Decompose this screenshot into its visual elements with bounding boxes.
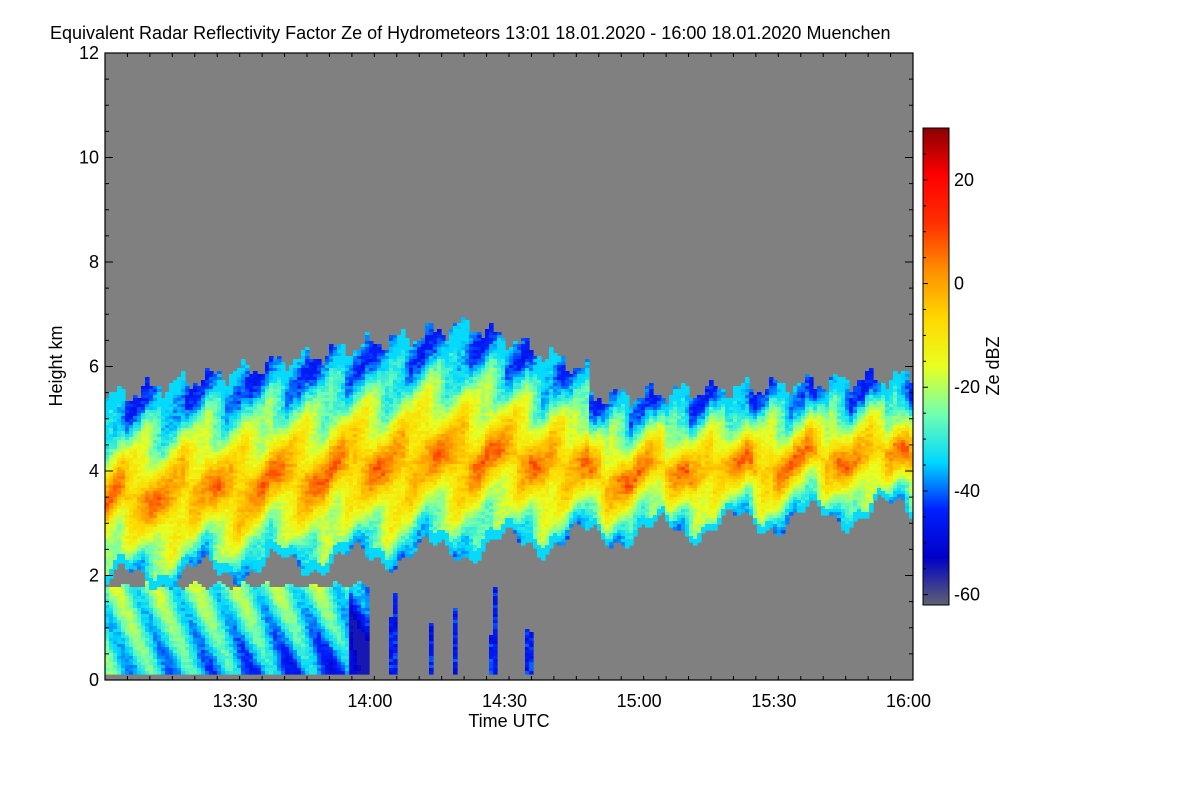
reflectivity-cell — [265, 671, 270, 675]
reflectivity-cell — [245, 671, 250, 675]
reflectivity-cell — [145, 671, 150, 675]
reflectivity-cell — [221, 671, 226, 675]
reflectivity-cell — [229, 572, 234, 576]
reflectivity-cell — [285, 671, 290, 675]
reflectivity-cell — [241, 671, 246, 675]
reflectivity-cell — [197, 560, 202, 564]
reflectivity-cell — [301, 671, 306, 675]
reflectivity-cell — [117, 671, 122, 675]
reflectivity-cell — [201, 671, 206, 675]
reflectivity-cell — [237, 671, 242, 675]
reflectivity-cell — [225, 671, 230, 675]
reflectivity-cell — [257, 569, 262, 573]
reflectivity-cell — [277, 671, 282, 675]
reflectivity-cell — [217, 572, 222, 576]
reflectivity-cell — [285, 554, 290, 558]
reflectivity-cell — [245, 572, 250, 576]
reflectivity-cell — [297, 563, 302, 567]
reflectivity-cell — [169, 671, 174, 675]
reflectivity-cell — [281, 671, 286, 675]
reflectivity-cell — [253, 671, 258, 675]
reflectivity-cell — [185, 560, 190, 564]
reflectivity-cell — [309, 671, 314, 675]
reflectivity-cell — [249, 671, 254, 675]
reflectivity-cell — [165, 671, 170, 675]
reflectivity-cell — [129, 569, 134, 573]
reflectivity-cell — [121, 560, 126, 564]
reflectivity-cell — [197, 671, 202, 675]
reflectivity-cell — [225, 569, 230, 573]
reflectivity-cell — [201, 554, 206, 558]
reflectivity-cell — [193, 563, 198, 567]
reflectivity-cell — [189, 671, 194, 675]
reflectivity-cell — [181, 566, 186, 570]
reflectivity-cell — [249, 566, 254, 570]
reflectivity-cell — [205, 551, 210, 555]
reflectivity-cell — [141, 671, 146, 675]
reflectivity-cell — [261, 563, 266, 567]
reflectivity-cell — [161, 671, 166, 675]
reflectivity-cell — [233, 671, 238, 675]
reflectivity-cell — [185, 671, 190, 675]
reflectivity-cell — [273, 548, 278, 552]
reflectivity-cell — [293, 554, 298, 558]
reflectivity-cell — [305, 572, 310, 576]
reflectivity-cell — [113, 671, 118, 675]
reflectivity-cell — [221, 569, 226, 573]
reflectivity-cell — [293, 671, 298, 675]
reflectivity-cell — [125, 671, 130, 675]
reflectivity-cell — [297, 671, 302, 675]
reflectivity-cell — [209, 557, 214, 561]
reflectivity-cell — [289, 671, 294, 675]
reflectivity-cell — [193, 671, 198, 675]
reflectivity-cell — [157, 671, 162, 675]
reflectivity-cell — [137, 566, 142, 570]
reflectivity-cell — [113, 566, 118, 570]
reflectivity-cell — [105, 671, 110, 675]
reflectivity-cell — [149, 671, 154, 675]
reflectivity-cell — [253, 569, 258, 573]
reflectivity-cell — [289, 551, 294, 555]
reflectivity-cell — [281, 554, 286, 558]
reflectivity-cell — [129, 671, 134, 675]
reflectivity-cell — [153, 671, 158, 675]
reflectivity-cell — [265, 554, 270, 558]
reflectivity-cell — [213, 671, 218, 675]
reflectivity-cell — [173, 671, 178, 675]
reflectivity-cell — [209, 671, 214, 675]
reflectivity-cell — [269, 671, 274, 675]
reflectivity-cell — [269, 545, 274, 549]
reflectivity-cell — [105, 581, 110, 585]
reflectivity-cell — [177, 575, 182, 579]
reflectivity-cell — [121, 671, 126, 675]
reflectivity-cell — [305, 671, 310, 675]
reflectivity-cell — [309, 569, 314, 573]
reflectivity-cell — [177, 671, 182, 675]
reflectivity-cell — [141, 569, 146, 573]
reflectivity-cell — [137, 671, 142, 675]
reflectivity-cell — [181, 671, 186, 675]
reflectivity-cell — [313, 566, 318, 570]
reflectivity-cell — [261, 671, 266, 675]
reflectivity-cell — [109, 671, 114, 675]
reflectivity-cell — [189, 563, 194, 567]
reflectivity-cell — [133, 671, 138, 675]
reflectivity-cell — [133, 566, 138, 570]
chart-title: Equivalent Radar Reflectivity Factor Ze … — [50, 23, 891, 43]
reflectivity-cell — [313, 671, 318, 675]
reflectivity-cell — [213, 566, 218, 570]
reflectivity-cell — [125, 566, 130, 570]
reflectivity-cell — [229, 671, 234, 675]
reflectivity-cell — [205, 671, 210, 675]
reflectivity-cell — [301, 572, 306, 576]
reflectivity-cell — [117, 560, 122, 564]
reflectivity-cell — [277, 551, 282, 555]
reflectivity-cell — [161, 581, 166, 585]
reflectivity-cell — [257, 671, 262, 675]
reflectivity-cell — [233, 581, 238, 585]
reflectivity-cell — [273, 671, 278, 675]
reflectivity-cell — [217, 671, 222, 675]
